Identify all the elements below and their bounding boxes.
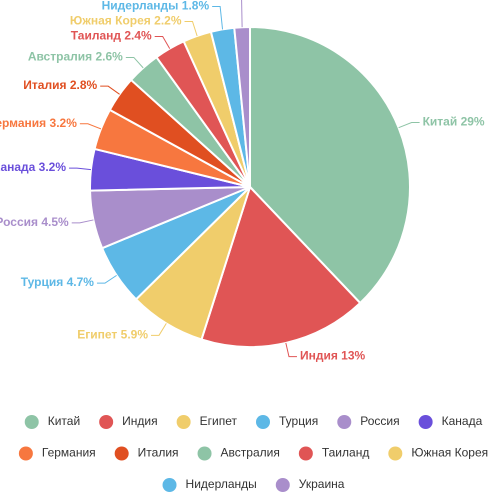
data-label-value: 4.7%	[67, 275, 95, 289]
data-label-name: Нидерланды	[102, 0, 179, 13]
legend-marker	[162, 478, 177, 492]
legend-item: Нидерланды	[162, 477, 257, 492]
legend-label: Китай	[48, 414, 80, 428]
legend-marker	[24, 415, 39, 429]
leader-line	[212, 5, 224, 30]
data-label-name: Египет	[77, 327, 117, 341]
data-label-name: Россия	[0, 215, 38, 229]
pie-slice	[233, 25, 251, 188]
leader-line	[154, 35, 171, 49]
data-label-value: 3.2%	[50, 116, 78, 130]
data-label-name: Южная Корея	[70, 14, 151, 28]
pie-slice	[200, 185, 362, 348]
legend-marker	[114, 446, 129, 461]
data-label-value: 2.8%	[70, 78, 98, 92]
legend-label: Нидерланды	[186, 477, 257, 491]
data-label: Индия 13%	[300, 349, 366, 363]
leader-line	[285, 342, 297, 358]
data-label-name: Германия	[0, 116, 46, 130]
legend-marker	[337, 415, 352, 429]
data-label-value: 2.2%	[154, 14, 182, 28]
legend-label: Украина	[299, 477, 345, 491]
legend-item: Египет	[176, 414, 238, 429]
data-label: Австралия 2.6%	[28, 50, 123, 64]
legend-label: Индия	[122, 414, 157, 428]
legend-label: Египет	[200, 414, 238, 428]
legend-label: Канада	[442, 414, 483, 428]
legend-marker	[99, 415, 114, 429]
data-label-value: 3.2%	[39, 160, 67, 174]
leader-line	[241, 0, 243, 28]
data-label: Южная Корея 2.2%	[70, 14, 182, 28]
legend-label: Россия	[360, 414, 399, 428]
data-label-value: 4.5%	[41, 215, 69, 229]
data-label-name: Турция	[21, 275, 63, 289]
legend-item: Германия	[18, 446, 96, 461]
legend-label: Германия	[42, 446, 96, 460]
legend-label: Австралия	[221, 446, 280, 460]
data-label-value: 29%	[461, 115, 485, 129]
legend-item: Турция	[255, 414, 318, 429]
data-label: Нидерланды 1.8%	[102, 0, 210, 13]
data-label: Канада 3.2%	[0, 160, 66, 174]
data-label: Германия 3.2%	[0, 116, 77, 130]
leader-line	[125, 56, 144, 69]
leader-line	[79, 123, 102, 130]
legend-marker	[197, 446, 212, 461]
data-label: Турция 4.7%	[21, 275, 95, 289]
leader-line	[96, 274, 117, 284]
legend-item: Италия	[114, 446, 179, 461]
legend-item: Китай	[24, 414, 80, 429]
legend-marker	[388, 446, 403, 461]
legend-label: Турция	[279, 414, 318, 428]
legend-marker	[298, 446, 313, 461]
data-label: Россия 4.5%	[0, 215, 69, 229]
data-label-name: Канада	[0, 160, 36, 174]
legend-label: Южная Корея	[411, 446, 488, 460]
data-label-value: 5.9%	[121, 327, 149, 341]
data-label-value: 13%	[341, 349, 365, 363]
data-label: Китай 29%	[423, 115, 485, 129]
pie-slice	[249, 25, 411, 305]
data-label-value: 1.8%	[182, 0, 210, 13]
data-label: Италия 2.8%	[23, 78, 97, 92]
legend-marker	[18, 446, 33, 461]
data-label: Египет 5.9%	[77, 327, 148, 341]
leader-line	[69, 167, 92, 171]
data-label: Таиланд 2.4%	[71, 29, 152, 43]
leader-line	[398, 121, 420, 129]
data-label-value: 2.6%	[95, 50, 123, 64]
data-label-name: Таиланд	[71, 29, 122, 43]
data-label-name: Италия	[23, 78, 66, 92]
data-label-name: Китай	[423, 115, 458, 129]
legend-item: Канада	[418, 414, 483, 429]
leader-line	[100, 85, 120, 95]
data-label-value: 2.4%	[124, 29, 152, 43]
legend-item: Украина	[275, 477, 345, 492]
leader-line	[151, 323, 167, 336]
legend-marker	[418, 415, 433, 429]
legend-item: Индия	[99, 414, 158, 429]
legend-item: Россия	[337, 414, 400, 429]
leader-line	[71, 219, 94, 224]
data-label-name: Австралия	[28, 50, 92, 64]
legend-item: Таиланд	[298, 446, 369, 461]
legend-marker	[275, 478, 290, 492]
legend-marker	[255, 415, 270, 429]
leader-line	[184, 20, 198, 37]
legend-label: Таиланд	[322, 446, 369, 460]
legend-item: Австралия	[197, 446, 280, 461]
legend-marker	[176, 415, 191, 429]
data-label-name: Индия	[300, 349, 338, 363]
legend-item: Южная Корея	[388, 446, 488, 461]
legend-label: Италия	[138, 446, 179, 460]
